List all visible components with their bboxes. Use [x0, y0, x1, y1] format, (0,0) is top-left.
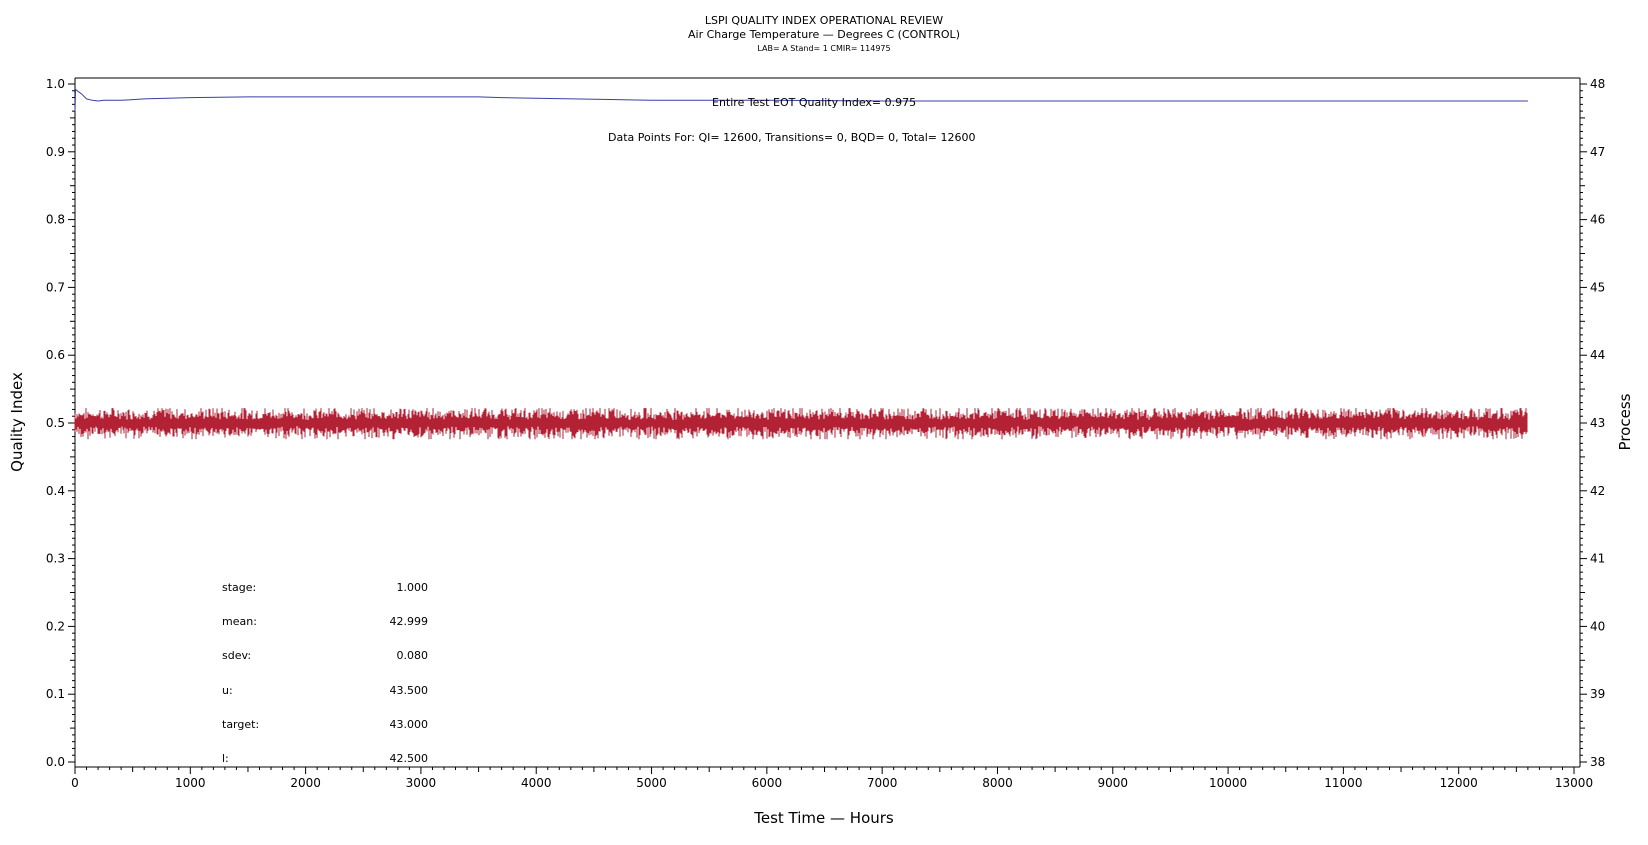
stats-table: stage: 1.000 mean: 42.999 sdev: 0.080 u: 43.500… — [222, 581, 428, 765]
y-tick-label: 0.8 — [46, 213, 65, 227]
y-axis-label: Quality Index — [8, 372, 26, 472]
chart-title: LSPI QUALITY INDEX OPERATIONAL REVIEW — [705, 14, 943, 27]
x-tick-label: 7000 — [867, 776, 898, 790]
stat-label: stage: — [222, 581, 256, 594]
y-tick-label: 1.0 — [46, 77, 65, 91]
stat-value: 43.000 — [390, 718, 429, 731]
y2-tick-label: 38 — [1590, 755, 1605, 769]
data-points-summary: Data Points For: QI= 12600, Transitions=… — [608, 131, 976, 144]
y-tick-label: 0.3 — [46, 552, 65, 566]
stat-value: 0.080 — [397, 649, 429, 662]
y2-tick-label: 42 — [1590, 484, 1605, 498]
quality-index-line — [74, 88, 1528, 112]
x-tick-label: 12000 — [1440, 776, 1478, 790]
y-tick-label: 0.7 — [46, 280, 65, 294]
series-group — [74, 88, 1528, 440]
y-tick-label: 0.4 — [46, 484, 65, 498]
y-axis-right: 38 39 40 41 42 43 44 45 46 47 48 — [1580, 77, 1605, 769]
y2-tick-label: 40 — [1590, 619, 1605, 633]
y-tick-label: 0.5 — [46, 416, 65, 430]
y2-tick-label: 39 — [1590, 687, 1605, 701]
y2-tick-label: 45 — [1590, 280, 1605, 294]
stat-value: 42.999 — [390, 615, 429, 628]
stat-label: u: — [222, 684, 233, 697]
y-axis-left: 0.0 0.1 0.2 0.3 0.4 0.5 0.6 0.7 0.8 0.9 1.0 — [46, 77, 75, 769]
y2-tick-label: 41 — [1590, 552, 1605, 566]
stat-label: mean: — [222, 615, 257, 628]
y2-tick-label: 46 — [1590, 213, 1605, 227]
stat-label: sdev: — [222, 649, 251, 662]
stat-value: 42.500 — [390, 752, 429, 765]
stat-value: 43.500 — [390, 684, 429, 697]
y2-tick-label: 43 — [1590, 416, 1605, 430]
x-tick-label: 0 — [71, 776, 79, 790]
x-tick-label: 2000 — [290, 776, 321, 790]
y2-tick-label: 44 — [1590, 348, 1605, 362]
x-tick-label: 11000 — [1324, 776, 1362, 790]
x-axis-label: Test Time — Hours — [753, 809, 894, 827]
x-tick-label: 10000 — [1209, 776, 1247, 790]
y2-axis-label: Process — [1616, 393, 1634, 450]
eot-quality-index: Entire Test EOT Quality Index= 0.975 — [712, 96, 916, 109]
y-tick-label: 0.0 — [46, 755, 65, 769]
x-tick-label: 8000 — [982, 776, 1013, 790]
x-tick-label: 5000 — [636, 776, 667, 790]
x-tick-label: 6000 — [752, 776, 783, 790]
x-tick-label: 13000 — [1555, 776, 1593, 790]
chart-info: LAB= A Stand= 1 CMIR= 114975 — [757, 44, 890, 53]
x-tick-label: 1000 — [175, 776, 206, 790]
x-tick-label: 4000 — [521, 776, 552, 790]
y-tick-label: 0.9 — [46, 145, 65, 159]
y-tick-label: 0.6 — [46, 348, 65, 362]
y-tick-label: 0.2 — [46, 619, 65, 633]
stat-label: l: — [222, 752, 229, 765]
y2-tick-label: 47 — [1590, 145, 1605, 159]
x-tick-label: 9000 — [1097, 776, 1128, 790]
stat-label: target: — [222, 718, 259, 731]
x-axis: 0 1000 2000 3000 4000 5000 6000 7000 8000 9000 100… — [71, 767, 1593, 790]
process-series-line — [74, 408, 1528, 440]
y-tick-label: 0.1 — [46, 687, 65, 701]
chart-subtitle: Air Charge Temperature — Degrees C (CONT… — [688, 28, 960, 41]
y2-tick-label: 48 — [1590, 77, 1605, 91]
x-tick-label: 3000 — [406, 776, 437, 790]
stat-value: 1.000 — [397, 581, 429, 594]
